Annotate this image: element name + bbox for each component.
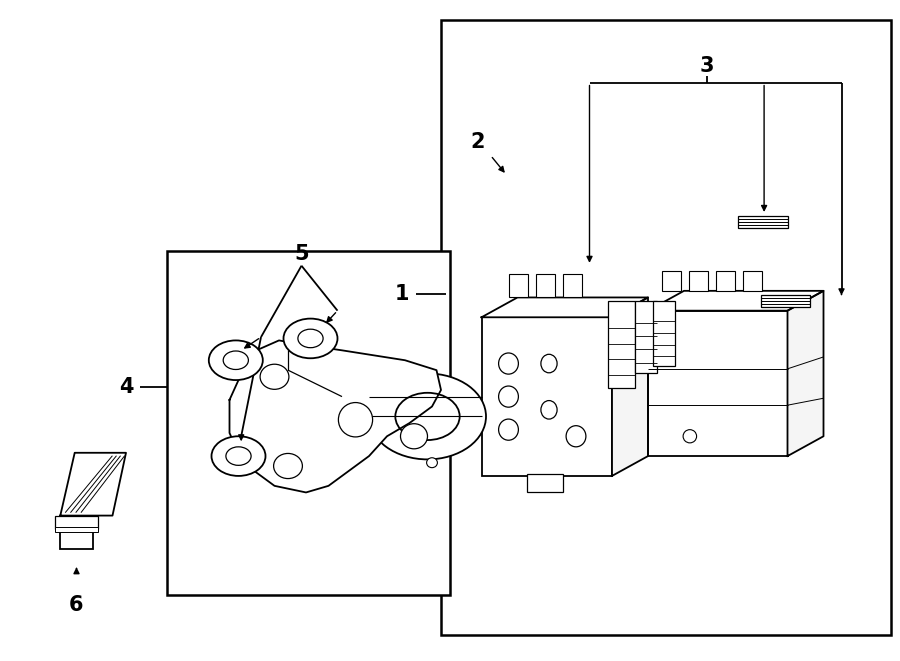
Bar [648, 311, 788, 456]
Bar [652, 301, 675, 366]
Bar [55, 516, 98, 529]
Circle shape [298, 329, 323, 348]
Polygon shape [482, 297, 648, 317]
Bar [60, 519, 93, 549]
Ellipse shape [683, 430, 697, 443]
Circle shape [209, 340, 263, 380]
Polygon shape [612, 297, 648, 476]
Bar [441, 20, 891, 635]
Polygon shape [648, 291, 824, 311]
Bar [608, 301, 634, 388]
Bar [536, 274, 555, 297]
Ellipse shape [566, 426, 586, 447]
Bar [662, 271, 681, 291]
Text: 3: 3 [699, 56, 714, 76]
Bar [562, 274, 582, 297]
Ellipse shape [260, 364, 289, 389]
Ellipse shape [369, 373, 486, 459]
Ellipse shape [338, 403, 373, 437]
Text: 6: 6 [69, 595, 84, 615]
Bar [742, 271, 762, 291]
Bar [166, 251, 450, 595]
Circle shape [223, 351, 248, 369]
Bar [482, 317, 612, 476]
Ellipse shape [541, 401, 557, 419]
Bar [55, 527, 98, 532]
Circle shape [226, 447, 251, 465]
Ellipse shape [427, 457, 437, 468]
Bar [508, 274, 528, 297]
Text: 4: 4 [119, 377, 133, 397]
Text: 2: 2 [471, 132, 485, 152]
Polygon shape [60, 453, 126, 516]
Ellipse shape [395, 393, 460, 440]
Text: 1: 1 [395, 284, 410, 304]
Ellipse shape [499, 353, 518, 374]
Ellipse shape [499, 386, 518, 407]
Ellipse shape [274, 453, 302, 479]
Ellipse shape [541, 354, 557, 373]
Bar [526, 474, 562, 492]
Polygon shape [230, 340, 441, 492]
Bar [716, 271, 735, 291]
Bar [634, 301, 657, 373]
Circle shape [284, 319, 338, 358]
Bar [760, 295, 810, 307]
Bar [738, 216, 788, 228]
Ellipse shape [499, 419, 518, 440]
Ellipse shape [400, 424, 428, 449]
Bar [688, 271, 708, 291]
Text: 5: 5 [294, 245, 309, 264]
Polygon shape [788, 291, 824, 456]
Circle shape [212, 436, 266, 476]
